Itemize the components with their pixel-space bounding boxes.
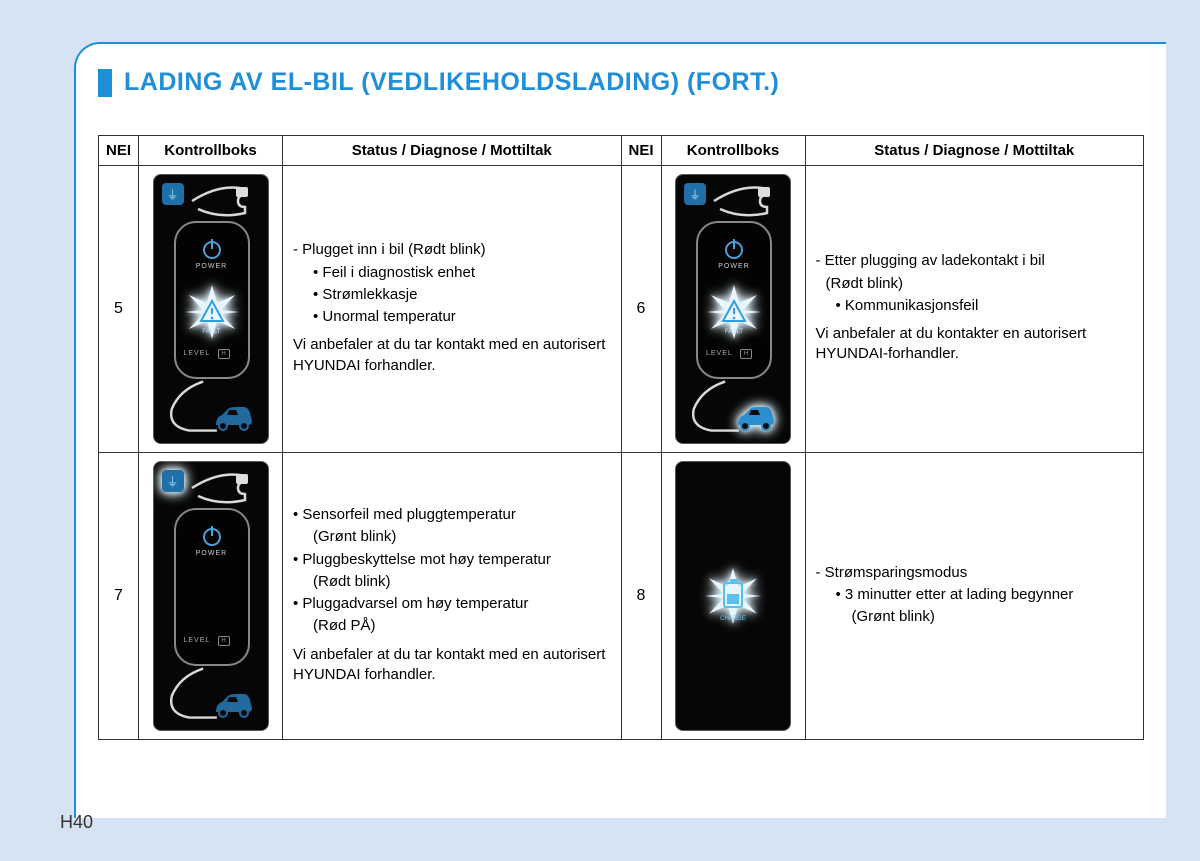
status-bullet: • Kommunikasjonsfeil — [816, 296, 1134, 316]
control-box-5: POWER FAULT LEVEL H — [153, 174, 269, 444]
status-bullet: • 3 minutter etter at lading begynner — [816, 585, 1134, 605]
status-bullet: • Unormal temperatur — [293, 307, 611, 327]
box-5: POWER FAULT LEVEL H — [139, 166, 283, 453]
status-table: NEI Kontrollboks Status / Diagnose / Mot… — [98, 135, 1144, 740]
col-status-1: Status / Diagnose / Mottiltak — [283, 136, 622, 166]
power-icon — [203, 528, 221, 546]
status-intro2: (Rødt blink) — [816, 274, 1134, 294]
col-box-1: Kontrollboks — [139, 136, 283, 166]
heading-row: LADING AV EL-BIL (VEDLIKEHOLDSLADING) (F… — [76, 44, 1166, 107]
level-label: LEVEL — [184, 637, 211, 644]
outlet-icon — [684, 183, 706, 205]
cable-bottom-icon — [160, 666, 262, 726]
col-status-2: Status / Diagnose / Mottiltak — [805, 136, 1144, 166]
control-box-7: POWER LEVEL H — [153, 461, 269, 731]
status-footer: Vi anbefaler at du kontakter en autorise… — [816, 324, 1134, 365]
outlet-icon — [162, 183, 184, 205]
nei-5: 5 — [99, 166, 139, 453]
level-label: LEVEL — [184, 350, 211, 357]
plug-top-icon — [190, 468, 250, 508]
fault-burst-icon: FAULT — [185, 285, 239, 339]
car-icon — [212, 692, 254, 720]
charge-label: CHARGE — [705, 616, 761, 622]
status-8: - Strømsparingsmodus • 3 minutter etter … — [805, 453, 1144, 740]
power-label: POWER — [698, 263, 770, 270]
cable-bottom-icon — [682, 379, 784, 439]
power-icon — [203, 241, 221, 259]
status-intro: - Plugget inn i bil (Rødt blink) — [293, 240, 611, 260]
charger-device-icon: POWER FAULT LEVEL H — [696, 221, 772, 379]
fault-label: FAULT — [185, 329, 239, 335]
status-intro: - Etter plugging av ladekontakt i bil — [816, 251, 1134, 271]
status-sub: (Grønt blink) — [293, 527, 611, 547]
status-bullet: • Sensorfeil med pluggtemperatur — [293, 505, 611, 525]
box-8: CHARGE — [661, 453, 805, 740]
status-bullet: • Pluggbeskyttelse mot høy temperatur — [293, 550, 611, 570]
status-sub: (Rød PÅ) — [293, 616, 611, 636]
table-row: 7 POWER — [99, 453, 1144, 740]
col-nei-2: NEI — [621, 136, 661, 166]
level-h-box: H — [740, 349, 752, 359]
status-sub: (Rødt blink) — [293, 572, 611, 592]
status-footer: Vi anbefaler at du tar kontakt med en au… — [293, 645, 611, 686]
status-7: • Sensorfeil med pluggtemperatur (Grønt … — [283, 453, 622, 740]
level-h-box: H — [218, 636, 230, 646]
level-label: LEVEL — [706, 350, 733, 357]
table-row: 5 POWER — [99, 166, 1144, 453]
page-frame: LADING AV EL-BIL (VEDLIKEHOLDSLADING) (F… — [74, 42, 1166, 818]
status-6: - Etter plugging av ladekontakt i bil (R… — [805, 166, 1144, 453]
page-number: H40 — [60, 812, 93, 833]
car-icon — [212, 405, 254, 433]
fault-burst-icon: FAULT — [707, 285, 761, 339]
nei-6: 6 — [621, 166, 661, 453]
outlet-icon — [162, 470, 184, 492]
power-label: POWER — [176, 550, 248, 557]
table-header-row: NEI Kontrollboks Status / Diagnose / Mot… — [99, 136, 1144, 166]
box-7: POWER LEVEL H — [139, 453, 283, 740]
charge-burst-icon: CHARGE — [705, 568, 761, 624]
status-bullet: • Strømlekkasje — [293, 285, 611, 305]
plug-top-icon — [712, 181, 772, 221]
status-bullet: • Pluggadvarsel om høy temperatur — [293, 594, 611, 614]
power-label: POWER — [176, 263, 248, 270]
fault-label: FAULT — [707, 329, 761, 335]
status-footer: Vi anbefaler at du tar kontakt med en au… — [293, 335, 611, 376]
car-icon — [734, 405, 776, 433]
status-intro: - Strømsparingsmodus — [816, 563, 1134, 583]
col-nei-1: NEI — [99, 136, 139, 166]
battery-icon — [723, 582, 743, 608]
heading-accent-bar — [98, 69, 112, 97]
charger-device-icon: POWER FAULT LEVEL H — [174, 221, 250, 379]
control-box-8: CHARGE — [675, 461, 791, 731]
nei-8: 8 — [621, 453, 661, 740]
status-5: - Plugget inn i bil (Rødt blink) • Feil … — [283, 166, 622, 453]
cable-bottom-icon — [160, 379, 262, 439]
power-icon — [725, 241, 743, 259]
page-title: LADING AV EL-BIL (VEDLIKEHOLDSLADING) (F… — [124, 68, 779, 97]
charger-device-icon: POWER LEVEL H — [174, 508, 250, 666]
control-box-6: POWER FAULT LEVEL H — [675, 174, 791, 444]
plug-top-icon — [190, 181, 250, 221]
col-box-2: Kontrollboks — [661, 136, 805, 166]
box-6: POWER FAULT LEVEL H — [661, 166, 805, 453]
nei-7: 7 — [99, 453, 139, 740]
status-bullet: • Feil i diagnostisk enhet — [293, 263, 611, 283]
status-sub: (Grønt blink) — [816, 607, 1134, 627]
table-container: NEI Kontrollboks Status / Diagnose / Mot… — [76, 107, 1166, 740]
level-h-box: H — [218, 349, 230, 359]
